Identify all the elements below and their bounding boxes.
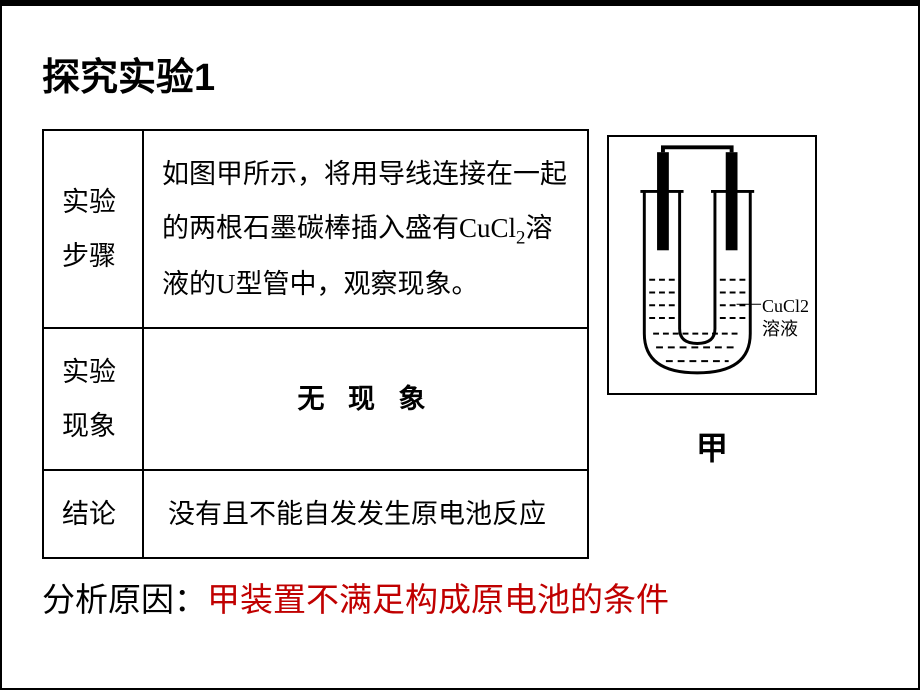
analysis-label: 分析原因： bbox=[42, 583, 207, 619]
page-title: 探究实验1 bbox=[42, 46, 878, 101]
label-text: 实验 bbox=[62, 187, 116, 217]
cell-phenomenon-label: 实验 现象 bbox=[43, 328, 143, 470]
table-row: 结论 没有且不能自发发生原电池反应 bbox=[43, 470, 588, 558]
analysis-row: 分析原因：甲装置不满足构成原电池的条件 bbox=[42, 573, 878, 621]
experiment-table: 实验 步骤 如图甲所示，将用导线连接在一起的两根石墨碳棒插入盛有CuCl2溶液的… bbox=[42, 129, 589, 559]
analysis-reason: 甲装置不满足构成原电池的条件 bbox=[207, 583, 669, 619]
table-row: 实验 步骤 如图甲所示，将用导线连接在一起的两根石墨碳棒插入盛有CuCl2溶液的… bbox=[43, 130, 588, 328]
label-text: 实验 bbox=[62, 357, 116, 387]
u-tube-icon bbox=[609, 137, 815, 393]
cell-conclusion-label: 结论 bbox=[43, 470, 143, 558]
slide-container: 探究实验1 实验 步骤 如图甲所示，将用导线连接在一起的两根石墨碳棒插入盛有Cu… bbox=[2, 6, 918, 641]
figure-column: CuCl2 溶液 甲 bbox=[607, 129, 817, 559]
cell-phenomenon-content: 无 现 象 bbox=[143, 328, 588, 470]
experiment-table-wrap: 实验 步骤 如图甲所示，将用导线连接在一起的两根石墨碳棒插入盛有CuCl2溶液的… bbox=[42, 129, 589, 559]
cell-steps-content: 如图甲所示，将用导线连接在一起的两根石墨碳棒插入盛有CuCl2溶液的U型管中，观… bbox=[143, 130, 588, 328]
cell-conclusion-content: 没有且不能自发发生原电池反应 bbox=[143, 470, 588, 558]
content-row: 实验 步骤 如图甲所示，将用导线连接在一起的两根石墨碳棒插入盛有CuCl2溶液的… bbox=[42, 129, 878, 559]
table-row: 实验 现象 无 现 象 bbox=[43, 328, 588, 470]
chem-formula: CuCl2 bbox=[762, 296, 809, 316]
figure-caption: 甲 bbox=[696, 423, 728, 469]
conclusion-text: 没有且不能自发发生原电池反应 bbox=[162, 499, 546, 529]
label-text: 现象 bbox=[62, 411, 116, 441]
apparatus-diagram: CuCl2 溶液 bbox=[607, 135, 817, 395]
solution-label: CuCl2 溶液 bbox=[762, 295, 809, 342]
label-text: 步骤 bbox=[62, 241, 116, 271]
chem-text: 溶液 bbox=[762, 319, 798, 339]
cell-steps-label: 实验 步骤 bbox=[43, 130, 143, 328]
steps-text: 如图甲所示，将用导线连接在一起的两根石墨碳棒插入盛有CuCl bbox=[162, 159, 567, 243]
